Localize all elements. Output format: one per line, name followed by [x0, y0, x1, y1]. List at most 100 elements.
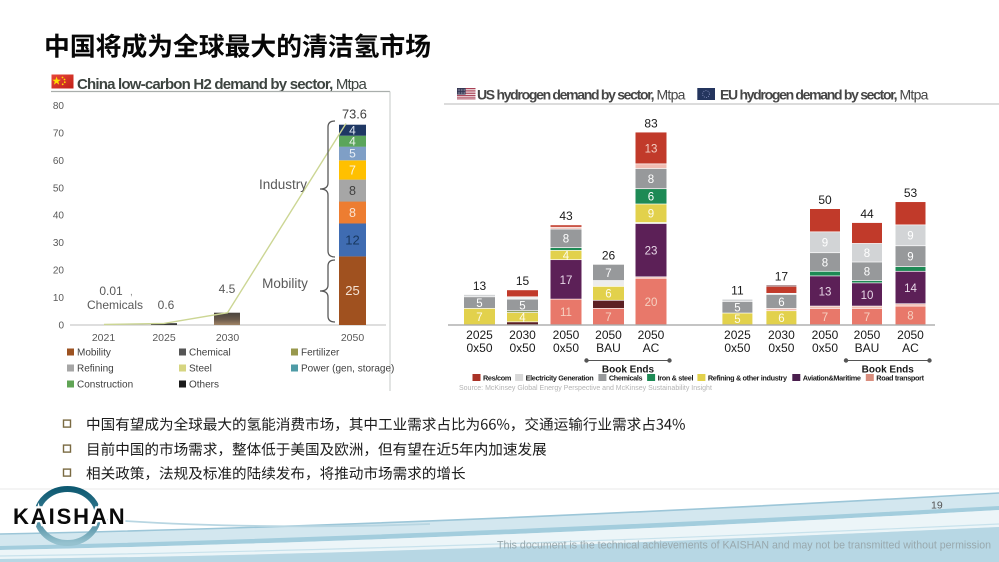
- svg-text:60: 60: [53, 156, 65, 167]
- svg-text:4.5: 4.5: [219, 282, 236, 296]
- svg-text:73.6: 73.6: [342, 107, 367, 122]
- svg-text:5: 5: [734, 314, 740, 326]
- svg-text:4: 4: [563, 250, 570, 262]
- svg-text:7: 7: [476, 312, 482, 324]
- svg-text:9: 9: [648, 209, 654, 221]
- svg-text:Road transport: Road transport: [876, 374, 924, 383]
- svg-text:15: 15: [516, 274, 530, 288]
- svg-text:2030: 2030: [509, 328, 536, 342]
- svg-text:Refining: Refining: [77, 364, 114, 375]
- svg-text:Construction: Construction: [77, 380, 133, 391]
- svg-text:7: 7: [605, 312, 611, 324]
- svg-text:0.6: 0.6: [158, 298, 175, 312]
- svg-text:AC: AC: [643, 341, 660, 355]
- svg-text:0x50: 0x50: [509, 341, 535, 355]
- svg-text:30: 30: [53, 238, 65, 249]
- svg-text:Industry: Industry: [259, 177, 307, 192]
- svg-text:8: 8: [864, 267, 870, 279]
- svg-text:8: 8: [349, 184, 356, 198]
- svg-text:Aviation&Maritime: Aviation&Maritime: [803, 374, 861, 383]
- svg-text:This document is the technical: This document is the technical achieveme…: [497, 540, 991, 552]
- svg-text:0x50: 0x50: [724, 341, 750, 355]
- svg-text:8: 8: [563, 234, 569, 246]
- svg-text:2050: 2050: [638, 328, 665, 342]
- svg-text:11: 11: [731, 284, 744, 298]
- svg-text:2025: 2025: [466, 328, 493, 342]
- svg-text:14: 14: [904, 283, 917, 295]
- svg-text:80: 80: [53, 101, 65, 112]
- svg-text:2050: 2050: [854, 328, 881, 342]
- svg-text:Refining & other industry: Refining & other industry: [708, 374, 788, 383]
- svg-text:0x50: 0x50: [768, 341, 794, 355]
- svg-text:2050: 2050: [553, 328, 580, 342]
- svg-text:17: 17: [775, 270, 789, 284]
- svg-text:0.01: 0.01: [99, 284, 123, 298]
- svg-text:2030: 2030: [768, 328, 795, 342]
- svg-text:Book Ends: Book Ends: [602, 365, 655, 376]
- svg-text:Mobility: Mobility: [77, 348, 111, 359]
- svg-text:12: 12: [345, 233, 359, 248]
- svg-text:8: 8: [907, 311, 913, 323]
- svg-text:10: 10: [861, 290, 874, 302]
- svg-text:50: 50: [53, 183, 65, 194]
- svg-text:EU hydrogen demand by sector,: EU hydrogen demand by sector, Mtpa: [720, 87, 929, 103]
- svg-text:US hydrogen demand by sector,: US hydrogen demand by sector, Mtpa: [477, 87, 686, 103]
- svg-text:BAU: BAU: [855, 341, 880, 355]
- svg-text:10: 10: [53, 293, 65, 304]
- svg-text:17: 17: [560, 275, 573, 287]
- svg-text:20: 20: [53, 266, 65, 277]
- svg-text:13: 13: [473, 279, 487, 293]
- svg-text:Fertilizer: Fertilizer: [301, 348, 340, 359]
- svg-text:13: 13: [819, 286, 832, 298]
- svg-text:2021: 2021: [92, 332, 116, 344]
- svg-text:70: 70: [53, 128, 65, 139]
- svg-text:9: 9: [907, 231, 913, 243]
- svg-text:Others: Others: [189, 380, 219, 391]
- svg-text:8: 8: [349, 206, 356, 220]
- svg-text:20: 20: [645, 297, 658, 309]
- svg-text:7: 7: [605, 268, 611, 280]
- svg-text:53: 53: [904, 186, 918, 200]
- svg-text:26: 26: [602, 249, 616, 263]
- svg-text:5: 5: [349, 147, 356, 161]
- svg-text:44: 44: [860, 207, 874, 221]
- svg-text:2050: 2050: [897, 328, 924, 342]
- svg-text:Res/com: Res/com: [483, 374, 512, 383]
- svg-text:Chemical: Chemical: [189, 348, 231, 359]
- svg-text:13: 13: [645, 143, 658, 155]
- svg-text:6: 6: [778, 313, 784, 325]
- svg-text:Steel: Steel: [189, 364, 212, 375]
- svg-text:Electricity Generation: Electricity Generation: [526, 374, 594, 383]
- svg-text:Mobility: Mobility: [262, 276, 308, 291]
- svg-text:0: 0: [58, 321, 64, 332]
- svg-text:Book Ends: Book Ends: [862, 365, 915, 376]
- svg-text:2050: 2050: [341, 332, 365, 344]
- svg-text:Chemicals: Chemicals: [87, 298, 143, 312]
- svg-text:2050: 2050: [812, 328, 839, 342]
- svg-text:2050: 2050: [595, 328, 622, 342]
- svg-text:0x50: 0x50: [466, 341, 492, 355]
- svg-text:5: 5: [476, 298, 482, 310]
- svg-text:Power (gen, storage): Power (gen, storage): [301, 364, 394, 375]
- svg-text:40: 40: [53, 211, 65, 222]
- svg-text:Source: McKinsey Global Energy: Source: McKinsey Global Energy Perspecti…: [459, 385, 712, 392]
- svg-text:8: 8: [822, 257, 828, 269]
- svg-text:8: 8: [648, 174, 654, 186]
- svg-text:6: 6: [778, 297, 784, 309]
- svg-text:25: 25: [345, 283, 359, 298]
- svg-text:China low-carbon H2 demand by: China low-carbon H2 demand by sector, Mt…: [77, 76, 367, 93]
- svg-text:9: 9: [822, 238, 828, 250]
- svg-text:9: 9: [907, 252, 913, 264]
- svg-text:4: 4: [349, 123, 356, 137]
- svg-text:KAISHAN: KAISHAN: [13, 504, 127, 529]
- svg-text:2025: 2025: [152, 332, 176, 344]
- svg-text:BAU: BAU: [596, 341, 621, 355]
- svg-text:,: ,: [130, 287, 133, 298]
- svg-text:83: 83: [644, 116, 658, 130]
- svg-text:50: 50: [818, 193, 832, 207]
- svg-text:6: 6: [605, 289, 611, 301]
- svg-text:43: 43: [559, 209, 573, 223]
- svg-text:5: 5: [734, 303, 740, 315]
- svg-text:2030: 2030: [216, 332, 240, 344]
- svg-text:23: 23: [645, 246, 658, 258]
